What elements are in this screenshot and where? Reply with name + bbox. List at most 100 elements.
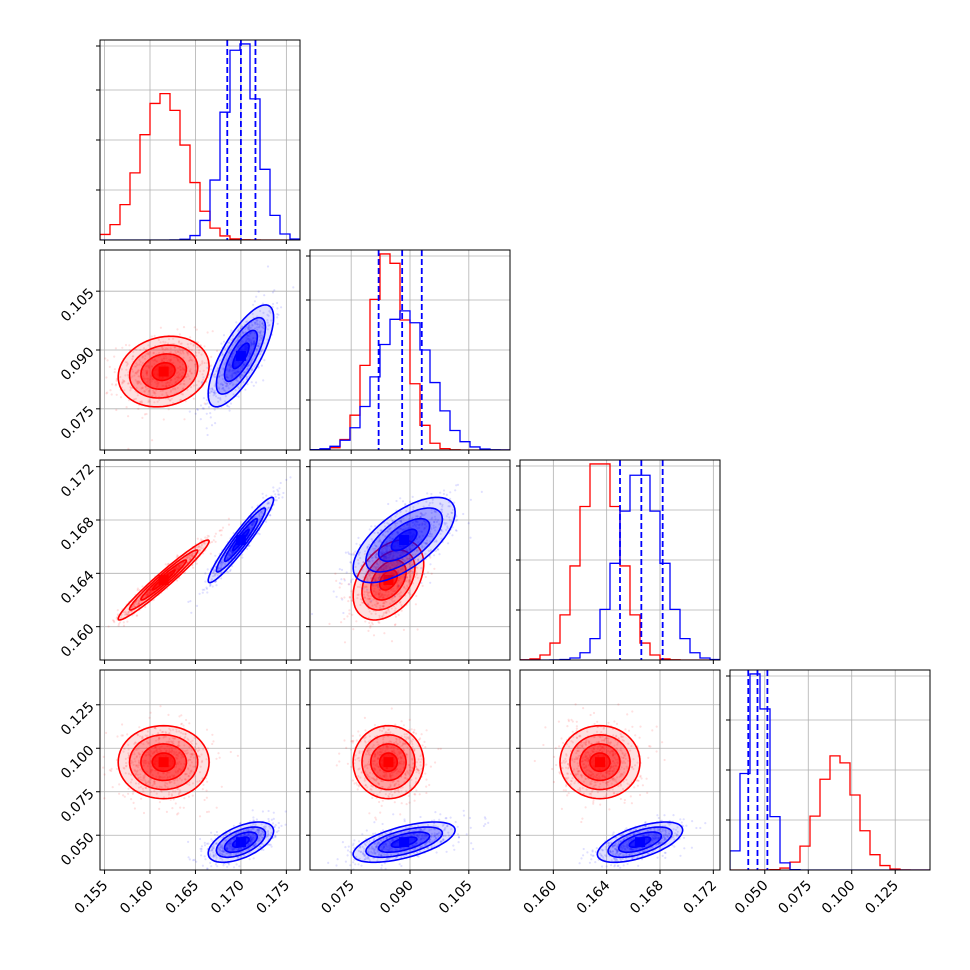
scatter-point	[386, 530, 389, 533]
scatter-point	[252, 342, 255, 345]
scatter-point	[179, 564, 182, 568]
scatter-point	[424, 542, 427, 545]
scatter-point	[430, 511, 433, 514]
scatter-point	[209, 552, 212, 555]
scatter-point	[368, 574, 371, 577]
scatter-point	[276, 301, 279, 305]
scatter-point	[353, 553, 356, 557]
scatter-point	[137, 369, 140, 372]
scatter-point	[401, 528, 404, 531]
scatter-point	[390, 607, 393, 610]
scatter-point	[377, 592, 380, 596]
scatter-point	[253, 342, 256, 345]
histogram-series-0	[100, 93, 300, 240]
scatter-point	[213, 391, 216, 395]
scatter-point	[416, 527, 419, 530]
scatter-point	[177, 812, 180, 815]
scatter-point	[208, 584, 212, 588]
scatter-point	[216, 574, 219, 577]
scatter-point	[138, 381, 141, 384]
scatter-point	[237, 344, 240, 347]
scatter-point	[369, 626, 372, 629]
scatter-point	[155, 385, 158, 388]
scatter-point	[224, 381, 227, 384]
scatter-point	[226, 384, 229, 387]
scatter-point	[384, 564, 387, 568]
scatter-point	[430, 528, 433, 531]
scatter-point	[421, 522, 424, 525]
scatter-point	[376, 556, 379, 559]
scatter-point	[396, 561, 399, 564]
scatter-point	[406, 576, 409, 579]
scatter-point	[449, 491, 452, 494]
scatter-point	[364, 620, 367, 623]
scatter-point	[328, 622, 331, 626]
scatter-point	[146, 592, 149, 595]
scatter-point	[126, 373, 129, 376]
scatter-point	[165, 357, 168, 360]
scatter-point	[398, 595, 401, 598]
scatter-point	[274, 493, 277, 496]
scatter-point	[146, 593, 149, 596]
scatter-point	[448, 532, 451, 535]
scatter-point	[228, 341, 231, 344]
scatter-point	[249, 343, 252, 346]
scatter-point	[379, 587, 382, 590]
scatter-point	[182, 387, 185, 390]
scatter-point	[369, 597, 372, 600]
scatter-point	[169, 378, 172, 381]
scatter-point	[179, 399, 182, 402]
scatter-point	[212, 571, 215, 574]
scatter-point	[414, 525, 417, 528]
scatter-point	[254, 515, 257, 519]
scatter-point	[255, 381, 258, 384]
scatter-point	[403, 525, 406, 528]
scatter-point	[378, 614, 381, 617]
scatter-point	[383, 558, 386, 561]
scatter-point	[387, 563, 390, 566]
scatter-point	[392, 564, 395, 567]
scatter-point	[385, 544, 388, 547]
scatter-point	[226, 556, 229, 560]
scatter-point	[258, 512, 261, 515]
scatter-point	[253, 332, 256, 335]
scatter-point	[229, 569, 232, 573]
scatter-point	[105, 731, 108, 735]
scatter-point	[176, 579, 179, 582]
scatter-point	[372, 634, 376, 637]
scatter-point	[415, 520, 418, 524]
scatter-point	[445, 515, 448, 518]
scatter-point	[379, 589, 382, 592]
scatter-point	[135, 371, 138, 374]
scatter-point	[229, 553, 232, 557]
scatter-point	[385, 600, 388, 604]
scatter-point	[390, 517, 393, 520]
scatter-point	[347, 551, 350, 554]
scatter-point	[177, 374, 180, 377]
scatter-point	[217, 386, 221, 389]
scatter-point	[248, 328, 251, 331]
scatter-point	[245, 340, 248, 343]
scatter-point	[415, 523, 419, 526]
scatter-point	[384, 590, 387, 593]
scatter-point	[391, 563, 394, 566]
scatter-point	[147, 351, 150, 354]
scatter-point	[419, 512, 422, 515]
scatter-point	[253, 343, 256, 346]
scatter-point	[132, 355, 135, 358]
scatter-point	[255, 349, 258, 352]
scatter-point	[178, 383, 181, 386]
scatter-point	[121, 346, 124, 349]
scatter-point	[379, 551, 382, 554]
scatter-point	[360, 601, 363, 604]
scatter-point	[181, 349, 184, 352]
scatter-point	[247, 325, 250, 328]
scatter-point	[178, 565, 181, 568]
scatter-point	[117, 624, 120, 627]
scatter-point	[227, 556, 230, 560]
scatter-point	[266, 265, 270, 268]
scatter-point	[227, 571, 230, 574]
scatter-point	[137, 407, 140, 410]
scatter-point	[135, 387, 138, 390]
scatter-point	[210, 387, 214, 390]
